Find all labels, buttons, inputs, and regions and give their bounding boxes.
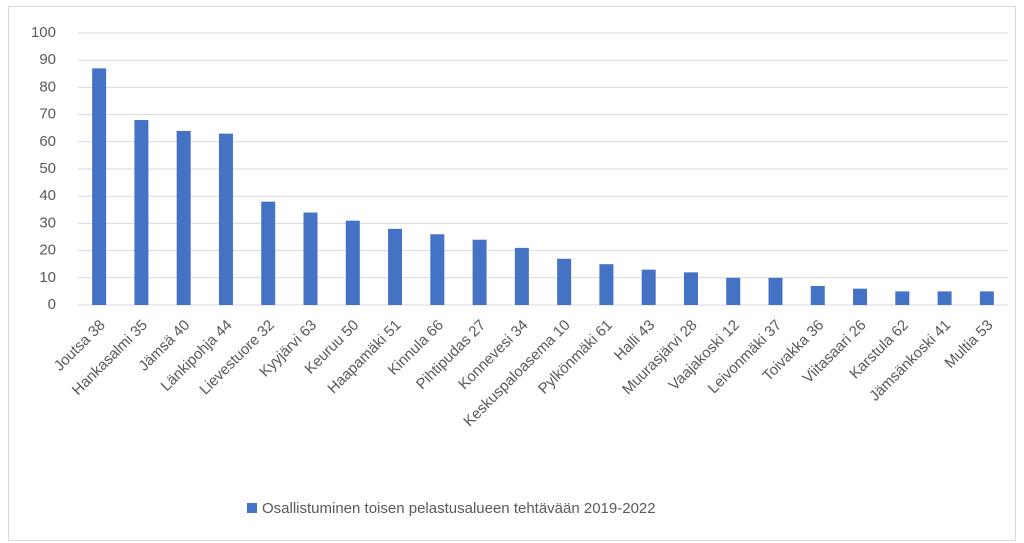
- legend-label: Osallistuminen toisen pelastusalueen teh…: [262, 500, 656, 517]
- bar: [388, 228, 403, 305]
- bar: [218, 133, 233, 305]
- y-tick-label: 70: [39, 106, 56, 123]
- bar: [430, 234, 445, 305]
- chart-frame: [8, 6, 1016, 541]
- bar: [853, 288, 868, 305]
- y-tick-label: 100: [31, 24, 56, 41]
- y-tick-label: 10: [39, 269, 56, 286]
- bar: [261, 201, 276, 305]
- bar: [599, 264, 614, 305]
- bar: [303, 212, 318, 305]
- bar: [768, 277, 783, 305]
- legend-swatch: [247, 503, 257, 513]
- bar: [726, 277, 741, 305]
- bar: [895, 291, 910, 305]
- bar: [810, 285, 825, 305]
- bar: [134, 120, 149, 305]
- bar: [92, 68, 107, 305]
- y-tick-label: 50: [39, 160, 56, 177]
- y-tick-label: 30: [39, 214, 56, 231]
- bar: [514, 247, 529, 305]
- bar: [345, 220, 360, 305]
- bar: [641, 269, 656, 305]
- y-tick-label: 0: [48, 296, 56, 313]
- y-tick-label: 20: [39, 242, 56, 259]
- bar: [683, 272, 698, 305]
- bar: [176, 130, 191, 305]
- bar: [557, 258, 572, 305]
- y-tick-label: 40: [39, 187, 56, 204]
- bar: [472, 239, 487, 305]
- y-tick-label: 60: [39, 133, 56, 150]
- y-tick-label: 80: [39, 78, 56, 95]
- bar: [979, 291, 994, 305]
- bar: [937, 291, 952, 305]
- y-tick-label: 90: [39, 51, 56, 68]
